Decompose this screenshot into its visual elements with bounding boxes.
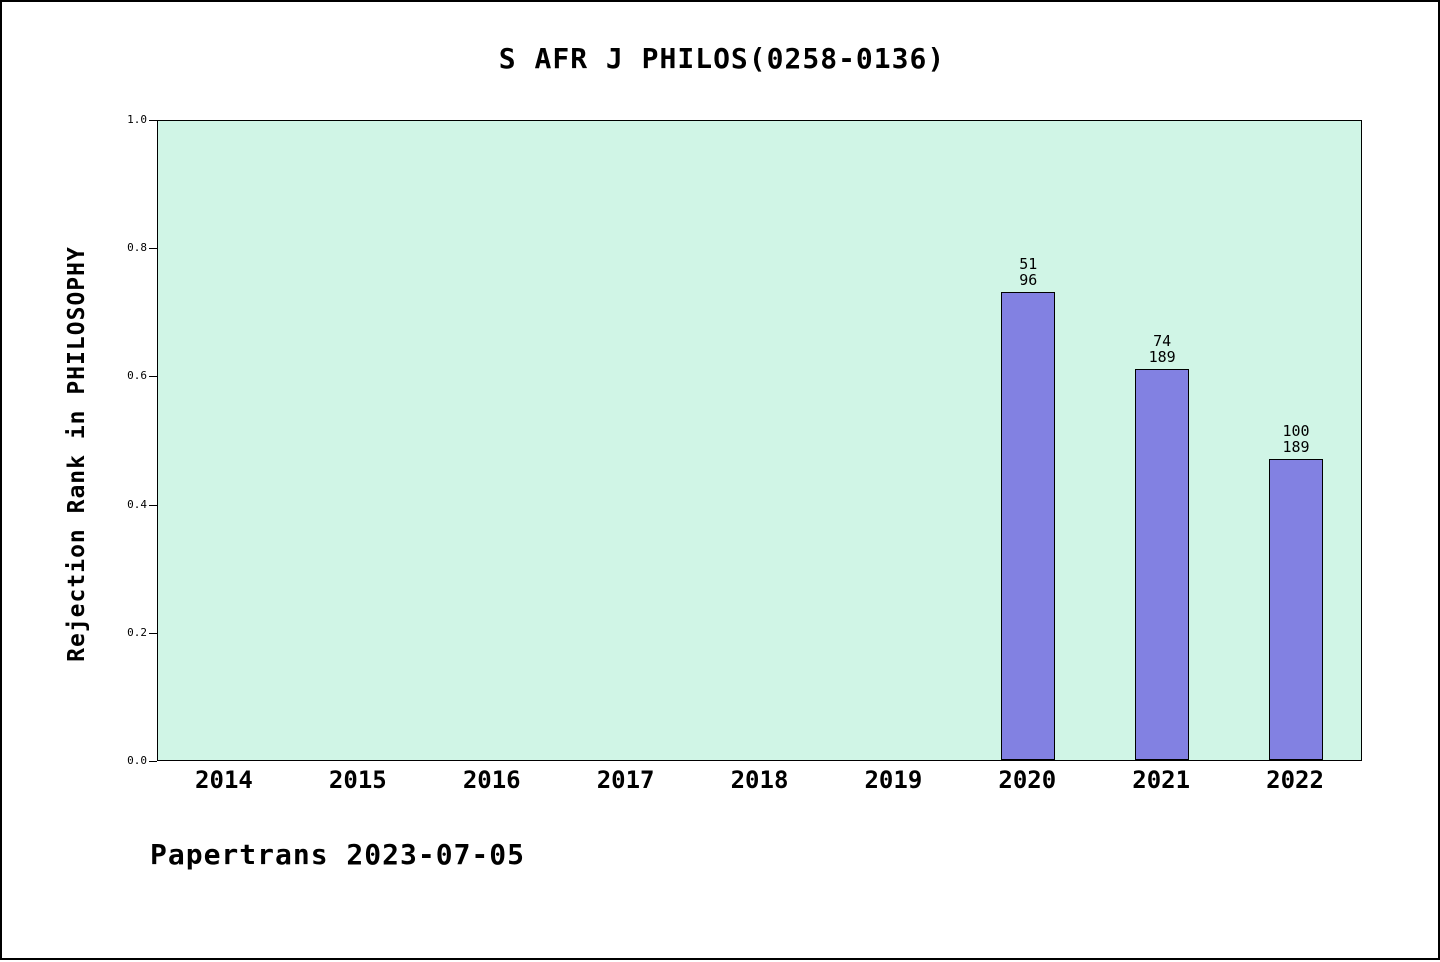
y-axis-label: Rejection Rank in PHILOSOPHY <box>64 246 90 662</box>
watermark-text: Papertrans 2023-07-05 <box>150 838 526 871</box>
x-tick-label: 2016 <box>462 766 521 794</box>
bar-label-numerator: 51 <box>1019 255 1038 274</box>
bar-label-denominator: 189 <box>1148 348 1176 366</box>
x-tick-label: 2018 <box>730 766 789 794</box>
x-tick-label: 2015 <box>328 766 387 794</box>
x-tick-label: 2017 <box>596 766 655 794</box>
x-tick-label: 2020 <box>998 766 1057 794</box>
y-tick-mark <box>149 632 157 634</box>
plot-area: 51 96 74 189 100 189 <box>157 120 1362 761</box>
y-tick-label: 0.4 <box>127 497 147 511</box>
bar-value-label: 74 189 <box>1149 333 1176 365</box>
x-tick-label: 2021 <box>1132 766 1191 794</box>
x-tick-label: 2014 <box>195 766 253 794</box>
x-tick-label: 2022 <box>1266 766 1324 794</box>
bar-label-denominator: 96 <box>1019 271 1038 290</box>
y-tick-label: 1.0 <box>127 113 147 126</box>
y-tick-label: 0.8 <box>127 241 147 255</box>
bar-label-denominator: 189 <box>1282 437 1310 456</box>
y-tick-label: 0.6 <box>127 369 147 383</box>
y-tick-mark <box>149 120 157 121</box>
y-tick-label: 0.2 <box>127 625 147 639</box>
bar-value-label: 51 96 <box>1019 256 1037 288</box>
chart-title: S AFR J PHILOS(0258-0136) <box>498 42 946 75</box>
bar <box>1001 292 1056 760</box>
y-tick-mark <box>149 504 157 506</box>
bar-label-numerator: 74 <box>1153 332 1172 350</box>
bar-label-numerator: 100 <box>1282 421 1310 440</box>
y-tick-mark <box>149 376 157 378</box>
bar <box>1135 369 1190 760</box>
y-tick-mark <box>149 761 157 762</box>
y-tick-label: 0.0 <box>127 754 147 767</box>
x-tick-label: 2019 <box>864 766 923 794</box>
bar <box>1269 458 1324 760</box>
bar-value-label: 100 189 <box>1283 423 1310 455</box>
y-tick-mark <box>149 248 157 250</box>
